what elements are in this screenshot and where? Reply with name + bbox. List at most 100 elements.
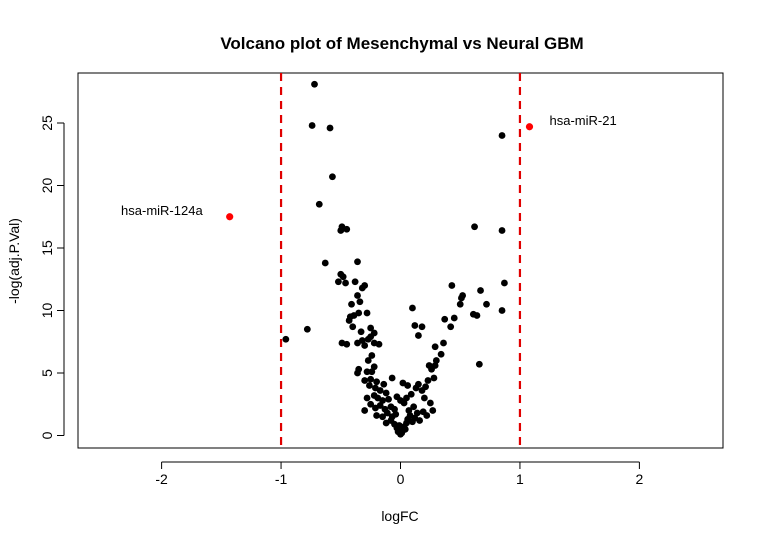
data-point — [367, 375, 375, 383]
highlighted-point — [525, 123, 534, 131]
data-point — [354, 369, 361, 377]
data-point — [361, 342, 369, 349]
data-point — [456, 300, 464, 308]
data-point — [376, 387, 384, 394]
data-point — [349, 323, 357, 331]
y-tick-label: 20 — [39, 178, 55, 194]
data-point — [366, 382, 373, 389]
data-point — [388, 374, 396, 382]
data-point — [361, 407, 369, 414]
y-tick-label: 15 — [39, 240, 55, 256]
data-point — [409, 304, 416, 312]
data-point — [420, 394, 428, 402]
data-point — [339, 273, 347, 281]
data-point — [475, 360, 483, 368]
data-point — [346, 313, 354, 321]
data-point — [329, 173, 336, 181]
data-point — [367, 324, 375, 332]
data-point — [411, 322, 419, 329]
data-points — [282, 80, 508, 438]
y-axis: 0 5 10 15 20 25 — [39, 115, 65, 439]
data-point — [415, 380, 422, 388]
y-tick-label: 5 — [39, 369, 55, 377]
data-point — [404, 382, 412, 389]
x-tick-label: 2 — [635, 471, 643, 487]
data-point — [403, 394, 410, 402]
data-point — [326, 124, 334, 132]
data-point — [382, 389, 390, 397]
data-point — [343, 340, 351, 348]
highlighted-point — [226, 213, 234, 221]
data-point — [357, 328, 365, 336]
data-point — [373, 412, 381, 419]
data-point — [418, 323, 426, 331]
data-point — [311, 80, 318, 88]
data-point — [354, 292, 361, 299]
threshold-lines — [279, 73, 522, 448]
data-point — [303, 325, 311, 333]
data-point — [376, 402, 384, 409]
data-point — [410, 403, 418, 411]
data-point — [385, 395, 392, 403]
data-point — [498, 132, 506, 139]
data-point — [356, 298, 364, 306]
data-point — [363, 309, 371, 317]
data-point — [431, 362, 439, 369]
chart-title: Volcano plot of Mesenchymal vs Neural GB… — [220, 34, 583, 53]
data-point — [392, 410, 400, 418]
plot-frame — [77, 72, 724, 449]
data-point — [315, 200, 323, 208]
y-axis-label: -log(adj.P.Val) — [6, 218, 22, 304]
data-point — [459, 292, 467, 299]
data-point — [383, 409, 391, 417]
highlight-label: hsa-miR-21 — [550, 113, 617, 128]
data-point — [419, 408, 427, 416]
data-point — [321, 259, 329, 267]
data-point — [355, 309, 363, 317]
data-point — [343, 225, 351, 233]
data-point — [447, 323, 455, 331]
data-point — [431, 343, 439, 351]
data-point — [498, 227, 506, 234]
data-point — [363, 368, 371, 376]
data-point — [471, 223, 478, 231]
data-point — [348, 300, 355, 308]
data-point — [407, 390, 415, 398]
data-point — [426, 399, 434, 407]
data-point — [282, 335, 290, 343]
data-point — [351, 278, 359, 286]
data-point — [501, 279, 508, 287]
data-point — [375, 340, 383, 348]
data-point — [425, 362, 433, 369]
data-point — [448, 282, 456, 289]
data-point — [368, 368, 376, 376]
data-point — [473, 312, 481, 319]
data-point — [441, 315, 449, 323]
data-point — [422, 383, 429, 391]
x-tick-label: -2 — [155, 471, 168, 487]
data-point — [373, 378, 381, 386]
data-point — [437, 350, 445, 358]
x-tick-label: 0 — [397, 471, 405, 487]
data-point — [413, 409, 421, 417]
data-point — [308, 122, 316, 129]
y-tick-label: 0 — [39, 431, 55, 439]
data-point — [450, 314, 458, 322]
data-point — [430, 374, 438, 382]
data-point — [405, 407, 413, 414]
data-point — [364, 357, 372, 364]
data-point — [367, 400, 375, 408]
data-point — [367, 333, 375, 341]
data-point — [415, 332, 422, 339]
data-point — [337, 227, 345, 234]
data-point — [368, 352, 376, 359]
y-tick-label: 25 — [39, 115, 55, 131]
x-axis-label: logFC — [381, 508, 418, 524]
data-point — [361, 282, 369, 289]
data-point — [397, 397, 404, 404]
data-point — [363, 394, 371, 402]
data-point — [354, 258, 361, 266]
highlight-label: hsa-miR-124a — [121, 203, 203, 218]
data-point — [380, 380, 388, 388]
